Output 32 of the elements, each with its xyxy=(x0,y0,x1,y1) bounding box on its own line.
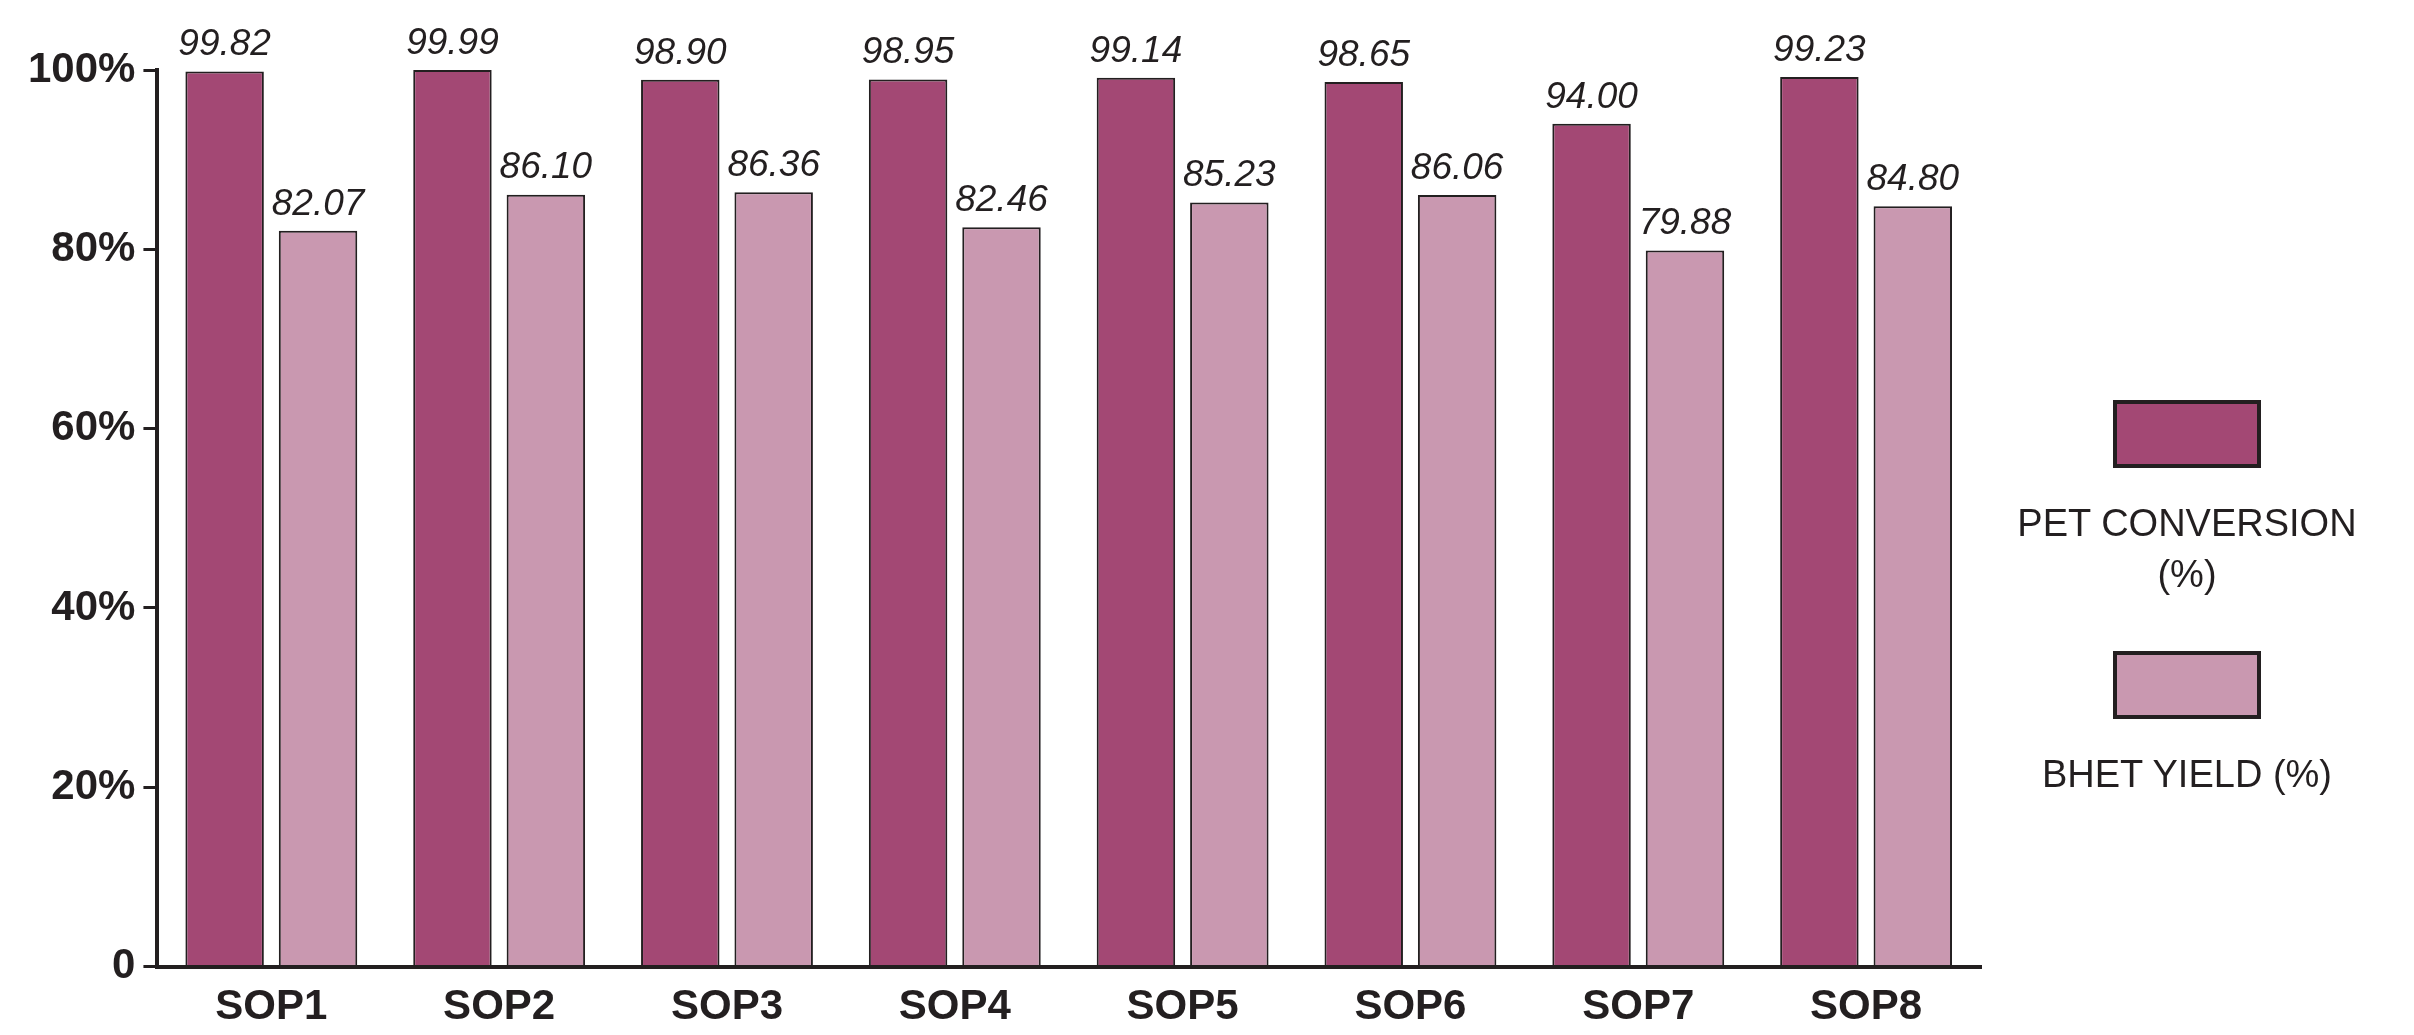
data-label: 99.23 xyxy=(1773,27,1867,69)
data-label: 99.99 xyxy=(406,20,499,62)
data-label: 98.65 xyxy=(1317,32,1411,74)
data-label: 82.07 xyxy=(271,181,366,223)
data-label: 85.23 xyxy=(1183,153,1277,195)
data-label: 98.90 xyxy=(633,30,727,72)
data-label: 99.14 xyxy=(1089,28,1183,70)
data-label: 82.46 xyxy=(955,178,1049,220)
x-tick-label: SOP2 xyxy=(443,981,556,1029)
y-tick-label: 40% xyxy=(51,581,136,629)
y-tick-label: 80% xyxy=(51,222,136,270)
data-label: 86.10 xyxy=(499,145,593,187)
y-tick-label: 20% xyxy=(51,760,136,808)
data-label: 84.80 xyxy=(1866,157,1960,199)
data-label: 98.95 xyxy=(861,30,955,72)
y-tick-label: 0 xyxy=(112,940,136,988)
y-tick-label: 100% xyxy=(28,43,136,91)
legend-label: PET CONVERSION (%) xyxy=(2016,501,2358,598)
data-label: 79.88 xyxy=(1638,201,1732,243)
legend-label: BHET YIELD (%) xyxy=(2041,751,2333,797)
x-tick-label: SOP3 xyxy=(670,981,784,1029)
x-tick-label: SOP1 xyxy=(215,981,328,1029)
x-tick-label: SOP4 xyxy=(898,981,1012,1029)
x-tick-label: SOP8 xyxy=(1810,981,1923,1029)
data-label: 99.82 xyxy=(178,22,272,64)
y-tick-label: 60% xyxy=(51,402,136,450)
data-label: 86.06 xyxy=(1410,145,1504,187)
x-tick-label: SOP5 xyxy=(1126,981,1239,1029)
data-label: 86.36 xyxy=(727,143,821,185)
data-label: 94.00 xyxy=(1545,74,1639,116)
x-tick-label: SOP7 xyxy=(1582,981,1695,1029)
x-tick-label: SOP6 xyxy=(1354,981,1467,1029)
